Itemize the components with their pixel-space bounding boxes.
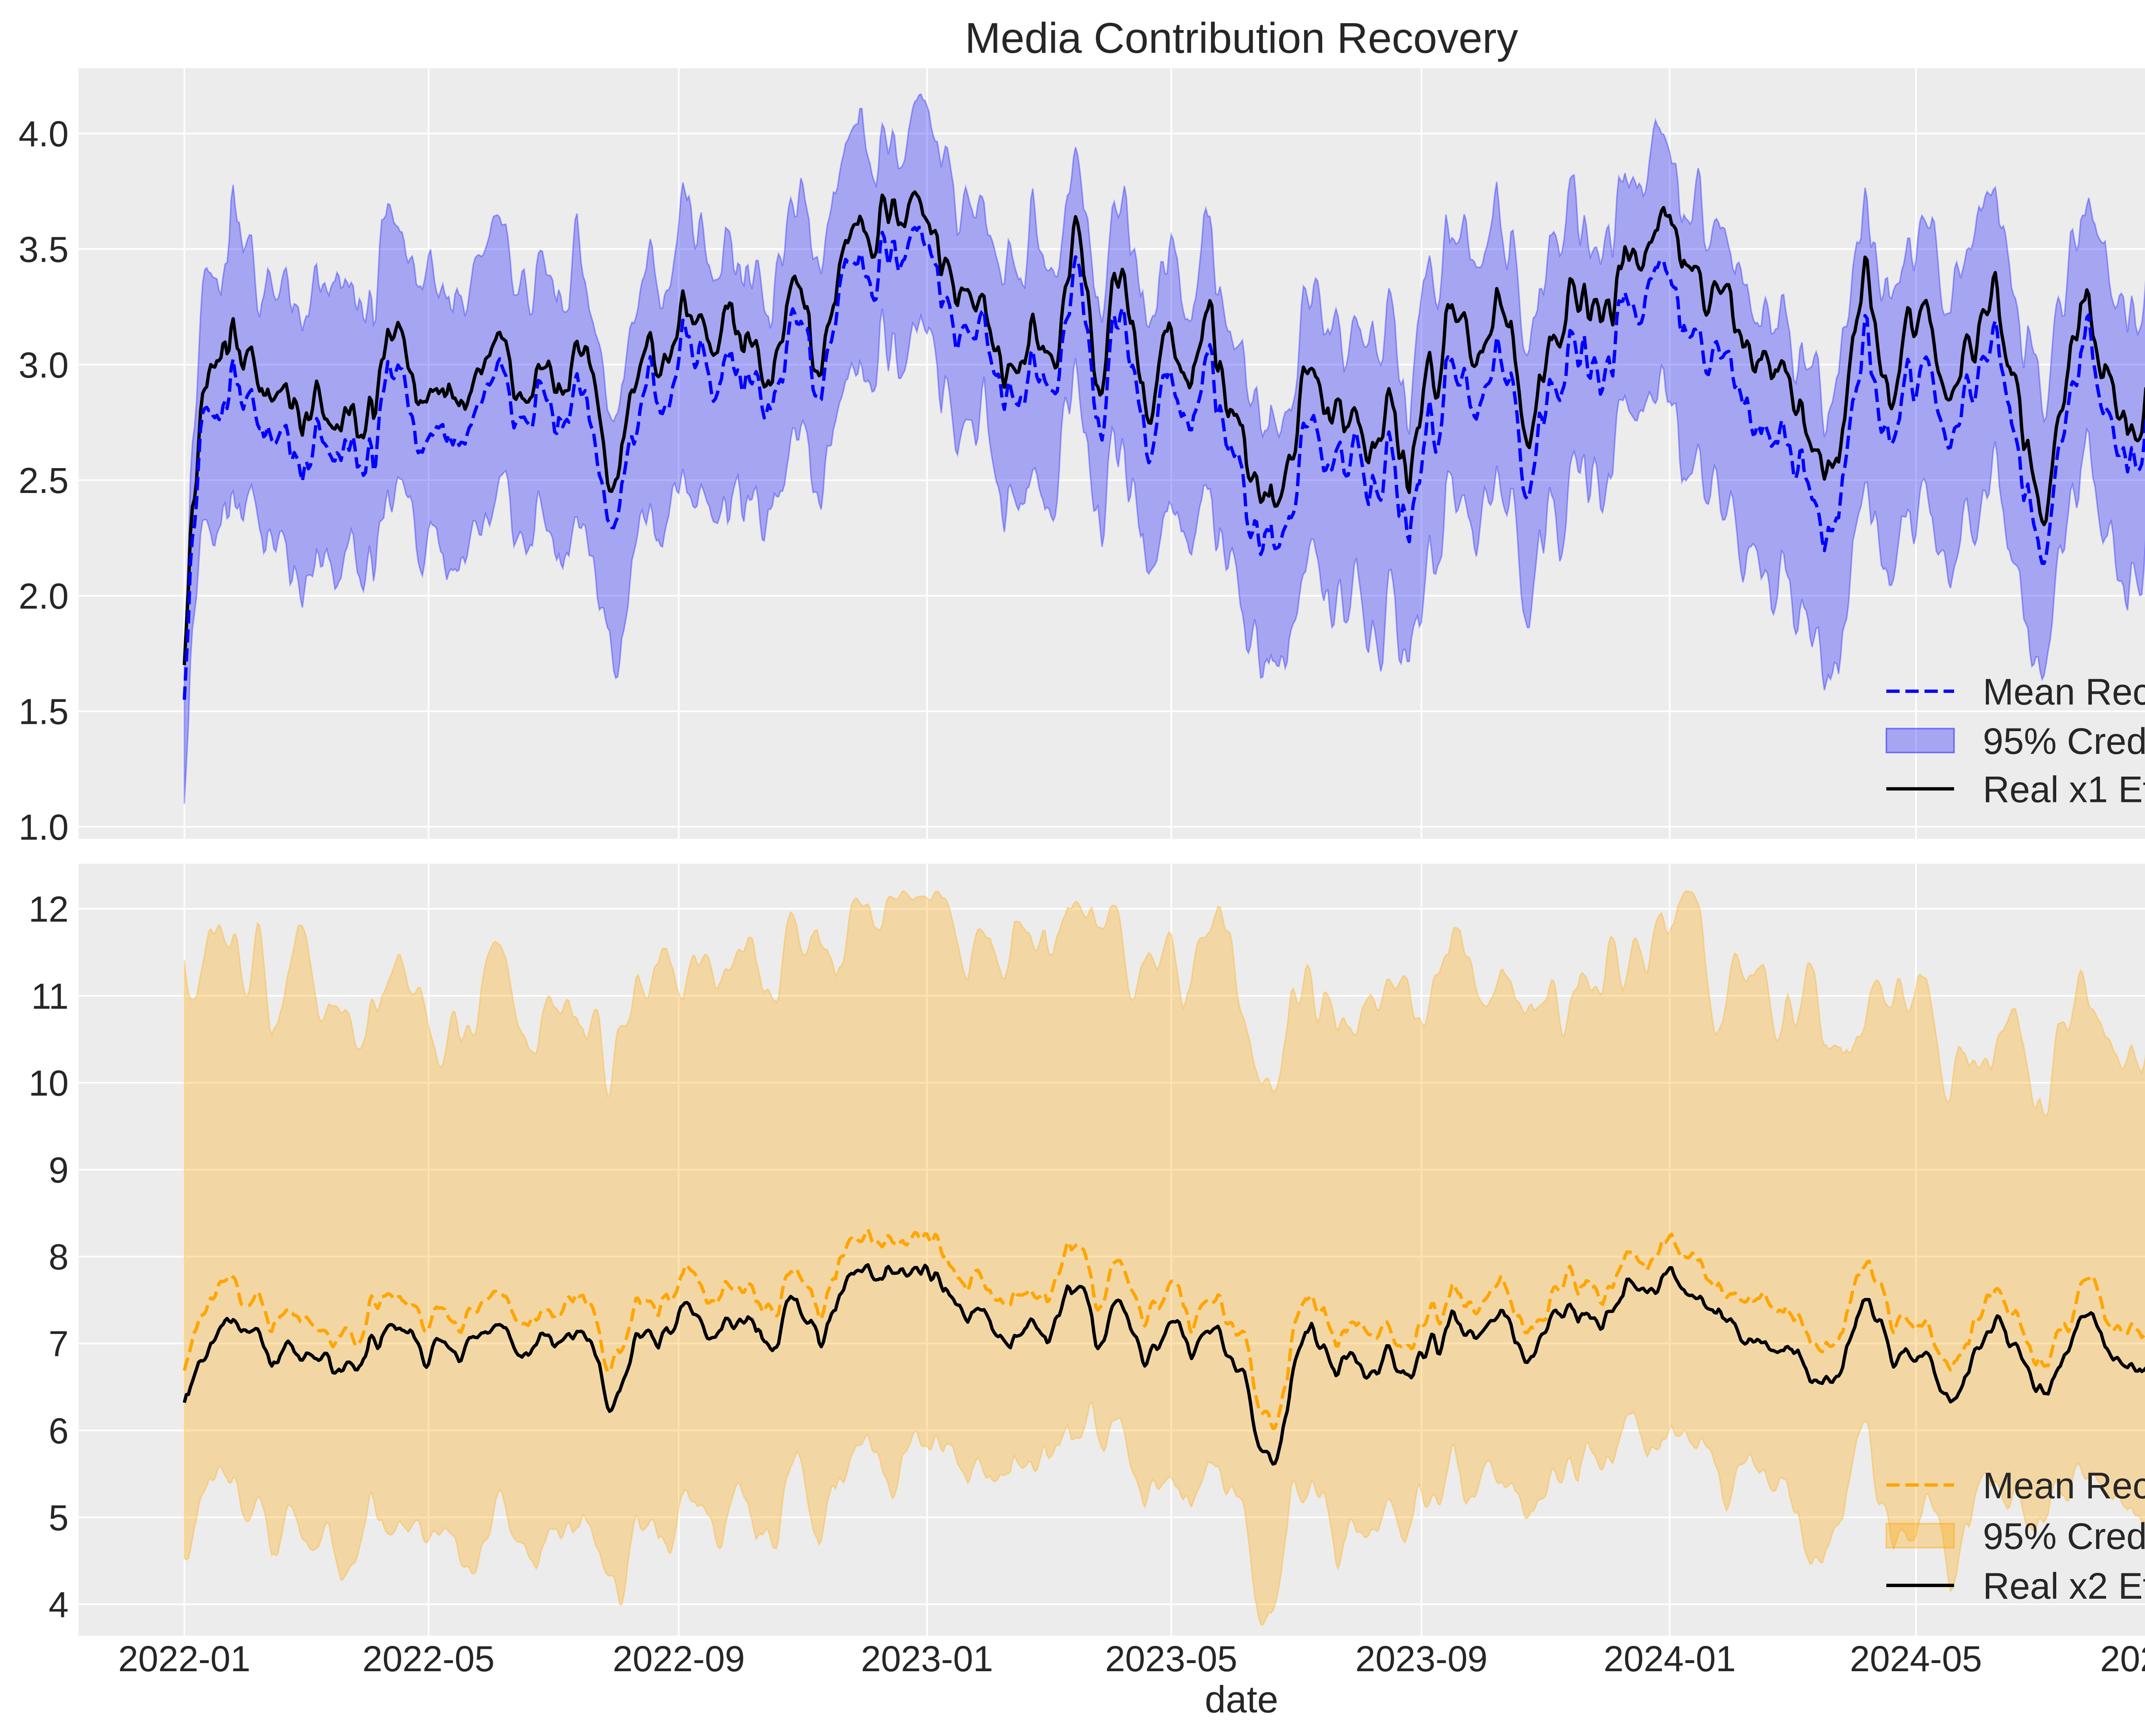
svg-text:1.0: 1.0 [18,807,69,847]
svg-text:Mean Recover x2 Effect: Mean Recover x2 Effect [1983,1465,2145,1506]
svg-text:2022-01: 2022-01 [118,1639,251,1679]
svg-text:2023-01: 2023-01 [861,1639,993,1679]
svg-text:4: 4 [48,1585,69,1625]
svg-text:Real x2 Effect: Real x2 Effect [1983,1566,2145,1607]
svg-text:2022-05: 2022-05 [363,1639,495,1679]
svg-text:8: 8 [48,1237,69,1277]
svg-text:11: 11 [31,976,69,1016]
svg-text:3.0: 3.0 [18,345,69,385]
svg-text:date: date [1205,1678,1278,1721]
svg-text:7: 7 [48,1324,69,1364]
svg-text:1.5: 1.5 [18,692,69,732]
svg-text:4.0: 4.0 [18,114,69,154]
svg-text:2023-05: 2023-05 [1105,1639,1237,1679]
svg-text:9: 9 [48,1150,69,1190]
svg-text:2024-01: 2024-01 [1604,1639,1736,1679]
svg-text:2.5: 2.5 [18,460,69,501]
svg-text:Mean Recover x1 Effect: Mean Recover x1 Effect [1983,671,2145,713]
svg-text:95% Credible Interval: 95% Credible Interval [1983,1516,2145,1557]
svg-text:12: 12 [29,889,69,929]
svg-text:2024-09: 2024-09 [2100,1639,2145,1679]
svg-text:6: 6 [48,1411,69,1451]
svg-text:95% Credible Interval: 95% Credible Interval [1983,721,2145,762]
svg-text:3.5: 3.5 [18,230,69,270]
svg-text:2.0: 2.0 [18,576,69,616]
svg-text:10: 10 [29,1063,69,1103]
svg-text:2023-09: 2023-09 [1355,1639,1487,1679]
svg-text:5: 5 [48,1497,69,1538]
svg-text:2024-05: 2024-05 [1850,1639,1982,1679]
svg-text:2022-09: 2022-09 [613,1639,745,1679]
svg-text:Real x1 Effect: Real x1 Effect [1983,769,2145,811]
svg-text:Media Contribution Recovery: Media Contribution Recovery [965,14,1518,62]
